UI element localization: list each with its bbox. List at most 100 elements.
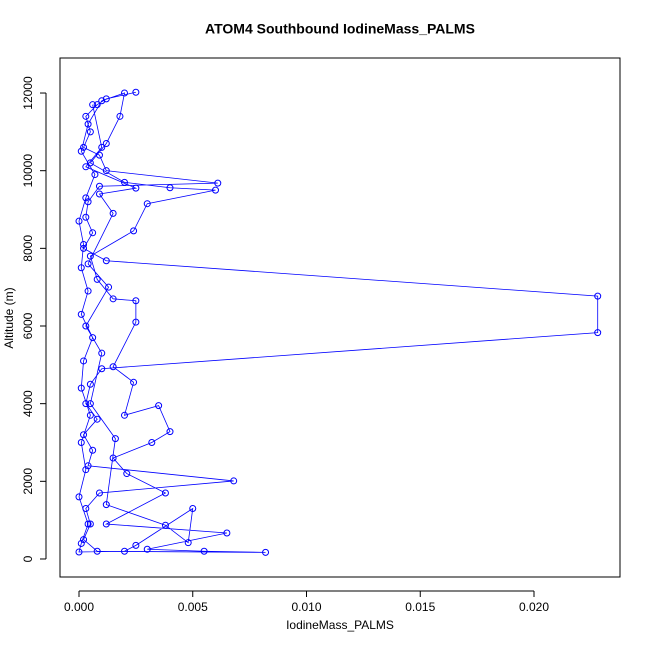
data-point [148,438,156,446]
data-point [86,128,94,136]
data-point [86,520,94,528]
data-point [84,287,92,295]
data-point [93,415,101,423]
x-axis-label: IodineMass_PALMS [286,618,394,632]
data-point [95,151,103,159]
x-tick-label: 0.005 [178,600,208,614]
data-point [102,520,110,528]
data-point [82,505,90,513]
y-tick-label: 6000 [21,312,35,339]
y-tick-label: 12000 [21,76,35,110]
data-point [166,184,174,192]
data-point [80,244,88,252]
data-point [594,329,602,337]
data-point [102,257,110,265]
data-point [82,466,90,474]
data-point [75,548,83,556]
data-point [109,295,117,303]
data-point [109,363,117,371]
y-tick-label: 4000 [21,390,35,417]
data-point [80,357,88,365]
data-point [98,349,106,357]
data-point [200,547,208,555]
data-point [102,140,110,148]
data-point [132,88,140,96]
data-point [77,147,85,155]
data-point [86,252,94,260]
data-point [166,428,174,436]
data-point [93,101,101,109]
data-point [123,470,131,478]
data-point [262,548,270,556]
data-point [109,454,117,462]
data-point [155,402,163,410]
data-point [120,547,128,555]
data-point [594,292,602,300]
data-point [95,489,103,497]
data-point [80,431,88,439]
data-point [102,95,110,103]
data-point [184,539,192,547]
data-point [86,380,94,388]
data-point [84,520,92,528]
data-point [98,97,106,105]
data-point [105,283,113,291]
data-point [111,435,119,443]
data-point [132,541,140,549]
data-point [95,190,103,198]
data-point [161,521,169,529]
data-point [84,198,92,206]
data-point [77,438,85,446]
data-point [86,159,94,167]
data-point [93,275,101,283]
x-tick-label: 0.000 [64,600,94,614]
data-point [80,143,88,151]
data-point [161,489,169,497]
chart-title: ATOM4 Southbound IodineMass_PALMS [205,21,475,37]
data-point [89,101,97,109]
data-point [223,529,231,537]
data-point [82,213,90,221]
data-point [75,217,83,225]
y-tick-label: 0 [21,555,35,562]
data-point [132,297,140,305]
data-point [230,477,238,485]
data-point [82,322,90,330]
data-point [98,143,106,151]
data-point [211,186,219,194]
x-tick-label: 0.010 [291,600,321,614]
data-point [82,112,90,120]
data-point [89,229,97,237]
data-point [132,318,140,326]
data-point [77,310,85,318]
data-point [77,384,85,392]
data-point [75,493,83,501]
data-point [89,446,97,454]
data-point [130,227,138,235]
y-tick-label: 10000 [21,154,35,188]
data-point [109,209,117,217]
data-point [82,194,90,202]
y-tick-label: 2000 [21,468,35,495]
data-point [77,264,85,272]
data-point [116,112,124,120]
data-point [95,182,103,190]
data-point [82,400,90,408]
data-point [102,501,110,509]
y-axis-label: Altitude (m) [2,287,16,348]
y-tick-label: 8000 [21,235,35,262]
data-point [120,411,128,419]
data-point [89,334,97,342]
data-point [120,89,128,97]
data-point [84,120,92,128]
data-point [84,260,92,268]
data-point [93,547,101,555]
data-point [91,171,99,179]
data-point [77,539,85,547]
data-point [86,400,94,408]
data-point [143,200,151,208]
data-point [132,184,140,192]
data-point [86,411,94,419]
